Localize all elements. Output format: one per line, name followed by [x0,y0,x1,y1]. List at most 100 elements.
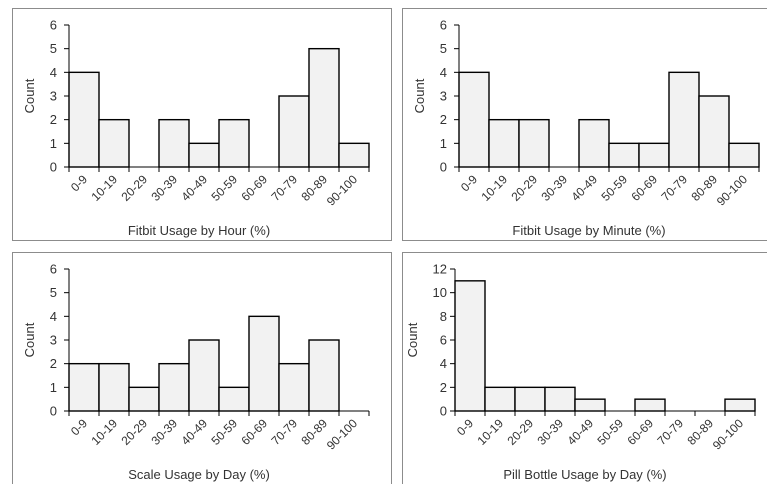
bar-10-19 [98,118,130,168]
bar-40-49 [578,118,610,168]
bar-60-69 [634,398,666,412]
x-tick-label: 20-29 [119,172,151,204]
y-tick-label: 1 [50,380,57,395]
x-axis-title: Scale Usage by Day (%) [128,467,270,482]
y-tick-label: 0 [440,404,447,419]
y-tick-label: 4 [440,356,447,371]
bar-10-19 [488,118,520,168]
x-axis-title: Pill Bottle Usage by Day (%) [503,467,666,482]
y-tick-label: 2 [440,112,447,127]
bar-90-100 [724,398,756,412]
y-tick-label: 4 [50,309,57,324]
x-tick-label: 20-29 [505,416,537,448]
x-axis-title: Fitbit Usage by Hour (%) [128,223,270,238]
x-tick-label: 20-29 [509,172,541,204]
x-tick-label: 40-49 [569,172,601,204]
y-tick-label: 4 [440,65,447,80]
chart-panel-fitbit-minute: 0 1 2 3 4 5 6 0-9 10-19 20-29 30-39 40-49 50-59 60-69… [402,8,767,241]
chart-svg: 0 1 2 3 4 5 6 0-910-1920-2930-3940-4950-5960-69… [22,18,370,238]
y-axis-title: Count [405,322,420,357]
x-tick-label: 60-69 [625,416,657,448]
x-tick-label: 60-69 [239,172,271,204]
y-tick-label: 4 [50,65,57,80]
x-tick-label: 10-19 [475,416,507,448]
y-tick-label: 0 [50,160,57,175]
y-tick-label: 6 [50,262,57,277]
x-tick-label: 40-49 [565,416,597,448]
x-tick-label: 0-9 [454,416,476,438]
y-tick-label: 0 [440,160,447,175]
x-tick-label: 10-19 [479,172,511,204]
bar-80-89 [698,95,730,168]
x-tick-label: 50-59 [209,416,241,448]
bar-30-39 [544,386,576,412]
y-tick-label: 3 [50,89,57,104]
y-tick-label: 2 [50,112,57,127]
y-tick-label: 5 [440,41,447,56]
bar-20-29 [518,118,550,168]
bar-70-79 [278,362,310,412]
y-tick-label: 1 [50,136,57,151]
x-tick-label: 50-59 [595,416,627,448]
bar-40-49 [188,339,220,412]
x-tick-label: 70-79 [269,416,301,448]
y-axis-title: Count [22,78,37,113]
x-tick-label: 70-79 [659,172,691,204]
y-tick-label: 6 [50,18,57,33]
x-tick-label: 90-100 [324,416,361,453]
bar-20-29 [514,386,546,412]
x-tick-label: 40-49 [179,416,211,448]
x-tick-label: 0-9 [458,172,480,194]
y-axis-title: Count [22,322,37,357]
x-tick-label: 10-19 [89,172,121,204]
bar-40-49 [188,142,220,168]
y-tick-label: 3 [50,333,57,348]
bar-60-69 [638,142,670,168]
x-tick-label: 0-9 [68,416,90,438]
bar-0-9 [68,71,100,168]
chart-panel-scale-day: 0 1 2 3 4 5 6 0-9 10-19 20-29 30-39 40-49 50-59 60-69… [12,252,392,484]
x-tick-label: 70-79 [655,416,687,448]
x-tick-label: 70-79 [269,172,301,204]
y-tick-label: 3 [440,89,447,104]
bar-0-9 [458,71,490,168]
x-tick-label: 90-100 [324,172,361,209]
y-tick-label: 2 [50,356,57,371]
bar-60-69 [248,315,280,412]
x-tick-label: 60-69 [239,416,271,448]
x-tick-label: 90-100 [714,172,751,209]
bar-80-89 [308,47,340,168]
y-tick-label: 12 [433,262,447,277]
y-tick-label: 5 [50,285,57,300]
x-tick-label: 50-59 [599,172,631,204]
x-tick-label: 40-49 [179,172,211,204]
x-tick-label: 30-39 [539,172,571,204]
bar-50-59 [218,118,250,168]
bar-90-100 [338,142,370,168]
y-tick-label: 0 [50,404,57,419]
bar-30-39 [158,362,190,412]
x-tick-label: 90-100 [710,416,747,453]
y-tick-label: 5 [50,41,57,56]
bar-0-9 [454,280,486,412]
x-tick-label: 30-39 [149,416,181,448]
bar-40-49 [574,398,606,412]
x-tick-label: 10-19 [89,416,121,448]
bar-50-59 [218,386,250,412]
chart-svg: 0 1 2 3 4 5 6 0-910-1920-2930-3940-4950-5960-69… [412,18,760,238]
bar-10-19 [98,362,130,412]
chart-panel-pill-bottle-day: 0 2 4 6 8 10 12 0-9 10-19 20-29 30-39 40-49 50-59 60-… [402,252,767,484]
y-tick-label: 1 [440,136,447,151]
bar-10-19 [484,386,516,412]
bar-20-29 [128,386,160,412]
x-tick-label: 60-69 [629,172,661,204]
bar-0-9 [68,362,100,412]
chart-svg: 0 2 4 6 8 10 12 0-910-1920-2930-3940-4950-5960-… [405,262,756,482]
y-tick-label: 8 [440,309,447,324]
x-tick-label: 30-39 [149,172,181,204]
x-tick-label: 20-29 [119,416,151,448]
bar-30-39 [158,118,190,168]
bar-80-89 [308,339,340,412]
x-tick-label: 0-9 [68,172,90,194]
y-tick-label: 6 [440,333,447,348]
